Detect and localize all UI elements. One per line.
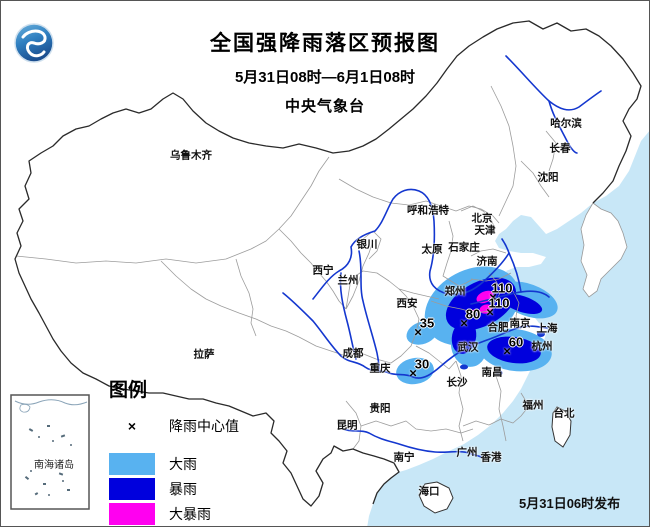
rain-center-marker: × <box>503 343 511 359</box>
issued-timestamp: 5月31日06时发布 <box>519 496 621 511</box>
rain-center-value: 60 <box>508 334 524 350</box>
legend-swatch <box>109 453 155 475</box>
rain-center-marker: × <box>489 289 497 305</box>
rivers <box>282 55 602 458</box>
rain-center-value: 110 <box>488 295 510 311</box>
rain-center-symbol: × <box>127 418 137 434</box>
legend: 图例 × 降雨中心值 大雨暴雨大暴雨 <box>109 375 239 526</box>
legend-item-label: 暴雨 <box>169 481 197 497</box>
national-border <box>14 20 642 507</box>
sea-area <box>367 131 649 526</box>
cma-logo-icon <box>14 23 54 63</box>
legend-item-label: 大雨 <box>169 456 197 472</box>
south-china-sea-inset <box>10 394 90 510</box>
legend-item-2: 大暴雨 <box>109 502 239 526</box>
rain-area-rainstorm <box>445 277 543 364</box>
rain-center-value: 30 <box>414 356 430 372</box>
rain-center-label: 降雨中心值 <box>169 418 239 434</box>
legend-title: 图例 <box>109 380 148 401</box>
legend-swatch <box>109 503 155 525</box>
rain-center-marker: × <box>486 304 494 320</box>
province-borders <box>15 85 557 450</box>
rain-center-marker: × <box>460 315 468 331</box>
legend-items: 大雨 暴雨 大暴雨 <box>109 452 239 526</box>
hainan-island <box>418 481 454 514</box>
rain-center-marker: × <box>414 324 422 340</box>
legend-item-1: 暴雨 <box>109 477 239 501</box>
legend-item-0: 大雨 <box>109 452 239 476</box>
taiwan-island <box>551 406 572 448</box>
rain-area-heavy-rainstorm <box>471 290 494 315</box>
rain-center-value: 80 <box>465 306 481 322</box>
korea-peninsula <box>580 202 628 298</box>
legend-center-row: × 降雨中心值 <box>109 414 239 438</box>
inset-label: 南海诸岛 <box>34 460 74 471</box>
legend-swatch <box>109 478 155 500</box>
legend-item-label: 大暴雨 <box>169 506 211 522</box>
rain-center-value: 110 <box>491 280 513 296</box>
rain-center-value: 35 <box>419 315 435 331</box>
rain-center-marker: × <box>409 365 417 381</box>
